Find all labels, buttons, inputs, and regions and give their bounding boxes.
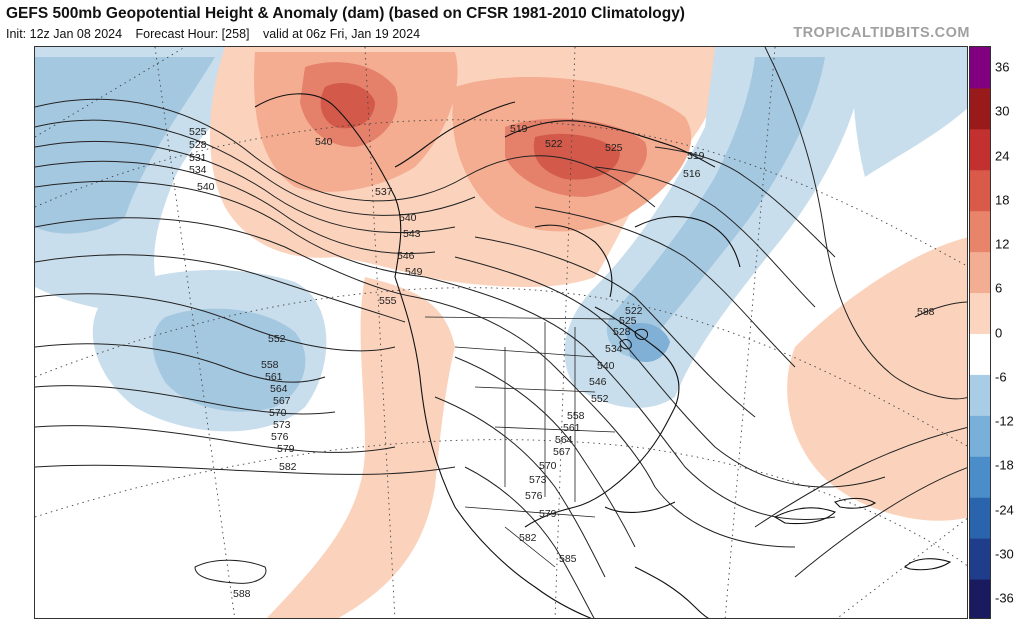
colorbar-label: -24	[995, 502, 1014, 517]
contour-label: 552	[591, 393, 609, 405]
height-anomaly-map: 5255285315345405405375405435465495555525…	[35, 47, 967, 618]
contour-label: 582	[519, 532, 537, 544]
colorbar-label: 36	[995, 59, 1010, 75]
colorbar-swatch	[970, 374, 990, 416]
contour-label: 531	[189, 152, 207, 164]
colorbar-swatch	[970, 128, 990, 171]
colorbar-label: 0	[995, 325, 1003, 340]
contour-label: 540	[197, 181, 215, 193]
page-title: GEFS 500mb Geopotential Height & Anomaly…	[6, 5, 685, 22]
colorbar-swatch	[970, 415, 990, 457]
contour-label: 522	[545, 138, 563, 150]
contour-label: 567	[273, 395, 291, 407]
contour-label: 579	[277, 443, 295, 455]
contour-label: 546	[397, 250, 415, 262]
contour-label: 540	[315, 136, 333, 148]
coastlines	[254, 93, 952, 618]
contour-label: 585	[559, 553, 577, 565]
colorbar-swatch	[970, 456, 990, 498]
contour-label: 573	[529, 474, 547, 486]
init-time: Init: 12z Jan 08 2024	[6, 27, 123, 41]
contour-label: 573	[273, 419, 291, 431]
colorbar	[969, 46, 991, 619]
contour-label: 561	[265, 371, 283, 383]
contour-label: 540	[399, 212, 417, 224]
contour-label: 525	[619, 315, 637, 327]
anomaly-negative-north-atlantic	[853, 47, 967, 177]
colorbar-label: 30	[995, 103, 1010, 119]
anomaly-positive-atlantic	[787, 237, 967, 521]
colorbar-swatch	[970, 210, 990, 253]
colorbar-label: -12	[995, 413, 1014, 429]
colorbar-swatch	[970, 497, 990, 539]
contour-label: 576	[271, 431, 289, 443]
anomaly-negative-east-mid	[606, 57, 825, 357]
contour-label: 564	[555, 434, 573, 446]
graticule	[35, 47, 967, 618]
colorbar-swatch	[970, 87, 990, 130]
subtitle: Init: 12z Jan 08 2024 Forecast Hour: [25…	[6, 27, 430, 41]
contour-label: 549	[405, 266, 423, 278]
contour-label: 522	[625, 305, 643, 317]
contour-label: 543	[403, 228, 421, 240]
contour-label: 567	[553, 446, 571, 458]
contour-label: 519	[510, 123, 528, 135]
colorbar-swatch	[970, 292, 990, 334]
anomaly-negative-north-pacific-core	[35, 57, 215, 234]
colorbar-swatch	[970, 333, 990, 375]
contour-label: 570	[269, 407, 287, 419]
contour-label: 558	[261, 359, 279, 371]
colorbar-label: 6	[995, 280, 1003, 296]
colorbar-label: -30	[995, 546, 1014, 562]
contour-label: 537	[375, 186, 393, 198]
colorbar-label: 12	[995, 236, 1010, 252]
colorbar-swatch	[970, 251, 990, 294]
colorbar-swatch	[970, 169, 990, 212]
contour-label: 570	[539, 460, 557, 472]
contour-label: 525	[605, 142, 623, 154]
contour-label: 558	[567, 410, 585, 422]
contour-label: 588	[233, 588, 251, 600]
contour-labels: 5255285315345405405375405435465495555525…	[189, 123, 935, 600]
header: GEFS 500mb Geopotential Height & Anomaly…	[0, 0, 1024, 46]
contour-label: 561	[563, 422, 581, 434]
colorbar-label: -36	[995, 590, 1014, 606]
colorbar-label: -6	[995, 369, 1007, 385]
contour-label: 534	[605, 343, 623, 355]
contour-label: 519	[687, 150, 705, 162]
contour-label: 540	[597, 360, 615, 372]
contour-label: 546	[589, 376, 607, 388]
colorbar-labels: 36 30 24 18 12 6 0 -6 -12 -18 -24 -30 -36	[995, 46, 1024, 619]
colorbar-label: 18	[995, 192, 1010, 208]
contour-label: 528	[613, 326, 631, 338]
contour-label: 588	[917, 306, 935, 318]
forecast-hour: Forecast Hour: [258]	[135, 27, 250, 41]
map-panel: 525 528 531 534 540 540 537 540 543 546 549 555 552 5…	[34, 46, 968, 619]
colorbar-swatch	[970, 579, 990, 618]
colorbar-label: -18	[995, 457, 1014, 473]
contour-label: 564	[270, 383, 288, 395]
height-contours	[35, 47, 967, 618]
lakes	[619, 328, 649, 350]
contour-label: 579	[539, 508, 557, 520]
colorbar-swatch	[970, 47, 990, 89]
contour-label: 552	[268, 333, 286, 345]
anomaly-positive-arctic-center	[533, 133, 620, 180]
contour-label: 516	[683, 168, 701, 180]
contour-label: 582	[279, 461, 297, 473]
contour-label: 534	[189, 164, 207, 176]
brand-watermark: TROPICALTIDBITS.COM	[793, 25, 970, 41]
valid-time: valid at 06z Fri, Jan 19 2024	[262, 27, 421, 41]
colorbar-swatch	[970, 538, 990, 580]
contour-label: 525	[189, 126, 207, 138]
colorbar-label: 24	[995, 148, 1010, 163]
contour-label: 576	[525, 490, 543, 502]
political-borders	[424, 316, 616, 568]
anomaly-positive-alaska-center	[320, 82, 375, 129]
anomaly-positive-west	[266, 277, 455, 618]
contour-label: 555	[379, 295, 397, 307]
contour-label: 528	[189, 139, 207, 151]
